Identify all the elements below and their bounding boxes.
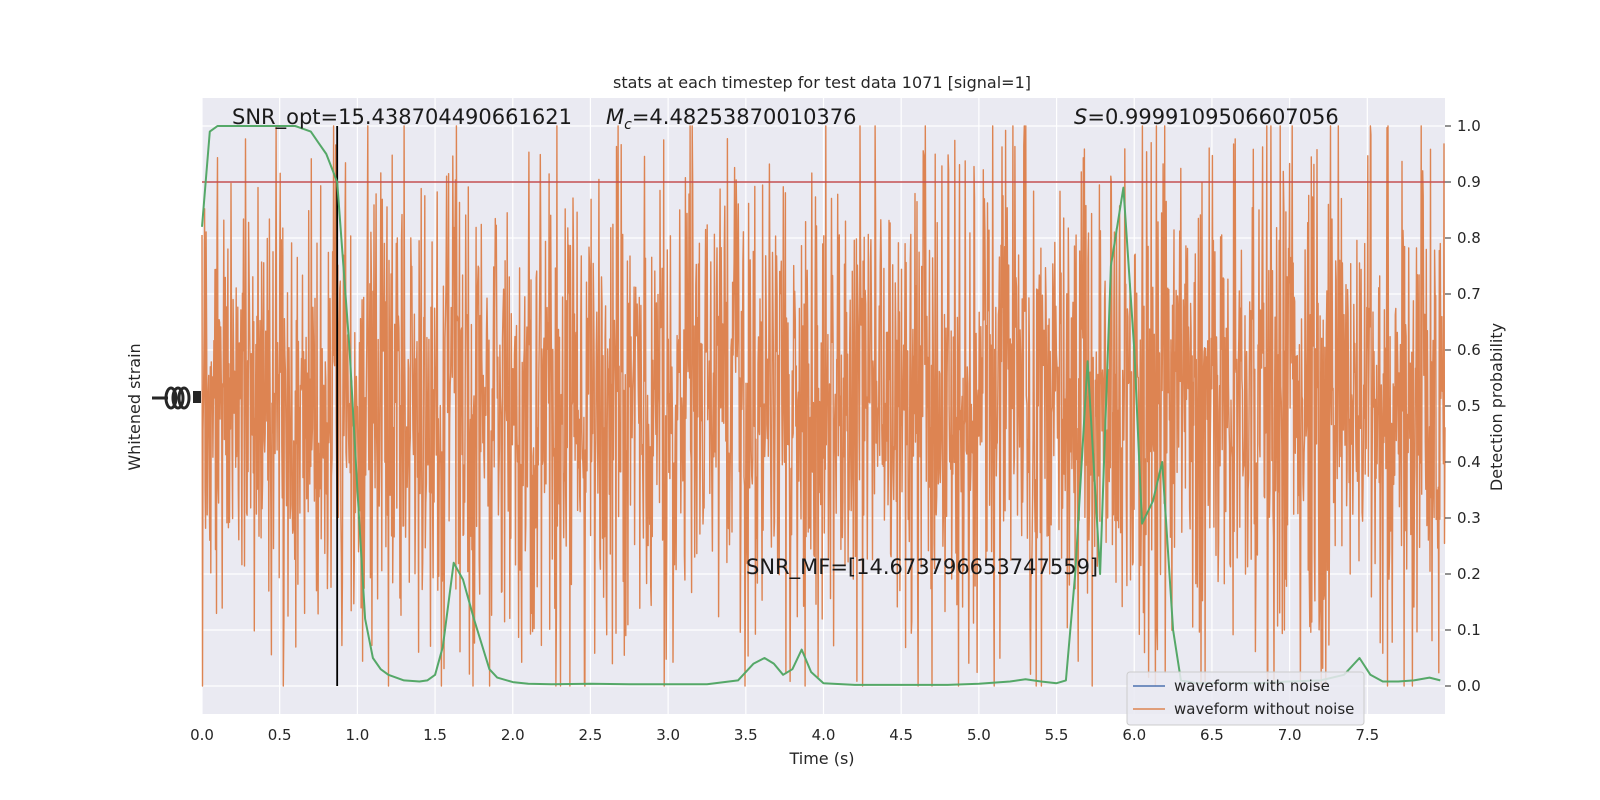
x-tick-label: 6.5 (1200, 726, 1224, 744)
x-axis-label: Time (s) (788, 749, 854, 768)
left-tick-clutter (152, 386, 201, 410)
y-tick-label: 0.9 (1457, 173, 1481, 191)
snr-opt-annotation: SNR_opt=15.438704490661621 (232, 105, 572, 130)
y-tick-label: 0.0 (1457, 677, 1481, 695)
x-tick-label: 7.0 (1278, 726, 1302, 744)
right-y-axis-ticks: 0.0 0.1 0.2 0.3 0.4 0.5 0.6 0.7 0.8 0.9 1.0 (1445, 117, 1481, 695)
x-axis-ticks: 0.0 0.5 1.0 1.5 2.0 2.5 3.0 3.5 4.0 4.5 5.0 5.5 6.0 6… (190, 726, 1379, 744)
y-tick-label: 1.0 (1457, 117, 1481, 135)
left-tick-glyph (177, 386, 191, 410)
x-tick-label: 2.0 (501, 726, 525, 744)
left-tick-mark (193, 391, 201, 403)
y-tick-label: 0.5 (1457, 397, 1481, 415)
legend-entry-with-noise: waveform with noise (1174, 677, 1330, 695)
mc-value: =4.48253870010376 (632, 105, 857, 129)
x-tick-label: 7.5 (1355, 726, 1379, 744)
s-symbol: S (1074, 105, 1087, 129)
y-tick-label: 0.1 (1457, 621, 1481, 639)
snr-mf-annotation: SNR_MF=[14.673796653747559] (746, 555, 1098, 580)
x-tick-label: 3.5 (734, 726, 758, 744)
x-tick-label: 5.0 (967, 726, 991, 744)
left-tick-glyph (164, 386, 178, 410)
y-tick-label: 0.4 (1457, 453, 1481, 471)
series-waveform-without-noise (201, 125, 1446, 687)
y-tick-label: 0.8 (1457, 229, 1481, 247)
s-annotation: S=0.9999109506607056 (1074, 105, 1339, 129)
right-y-axis-label: Detection probability (1487, 323, 1506, 491)
x-tick-label: 4.5 (889, 726, 913, 744)
x-tick-label: 2.5 (579, 726, 603, 744)
x-tick-label: 6.0 (1122, 726, 1146, 744)
x-tick-label: 3.0 (656, 726, 680, 744)
s-value: =0.9999109506607056 (1087, 105, 1338, 129)
y-tick-label: 0.2 (1457, 565, 1481, 583)
mc-annotation: Mc=4.48253870010376 (606, 105, 857, 133)
y-tick-label: 0.3 (1457, 509, 1481, 527)
legend-box (1126, 671, 1365, 726)
legend: waveform with noise waveform without noi… (1126, 671, 1365, 726)
left-y-axis-label: Whitened strain (125, 343, 144, 470)
y-tick-label: 0.6 (1457, 341, 1481, 359)
x-tick-label: 4.0 (812, 726, 836, 744)
y-tick-label: 0.7 (1457, 285, 1481, 303)
chart-title: stats at each timestep for test data 107… (613, 73, 1031, 92)
x-tick-label: 0.0 (190, 726, 214, 744)
left-tick-mark (152, 396, 168, 400)
legend-entry-without-noise: waveform without noise (1174, 700, 1354, 718)
x-tick-label: 1.0 (345, 726, 369, 744)
x-tick-label: 1.5 (423, 726, 447, 744)
x-tick-label: 5.5 (1045, 726, 1069, 744)
mc-subscript: c (624, 117, 632, 133)
mc-symbol: M (606, 105, 624, 129)
left-tick-glyph (171, 386, 185, 410)
strain-layer (201, 125, 1446, 687)
x-tick-label: 0.5 (268, 726, 292, 744)
